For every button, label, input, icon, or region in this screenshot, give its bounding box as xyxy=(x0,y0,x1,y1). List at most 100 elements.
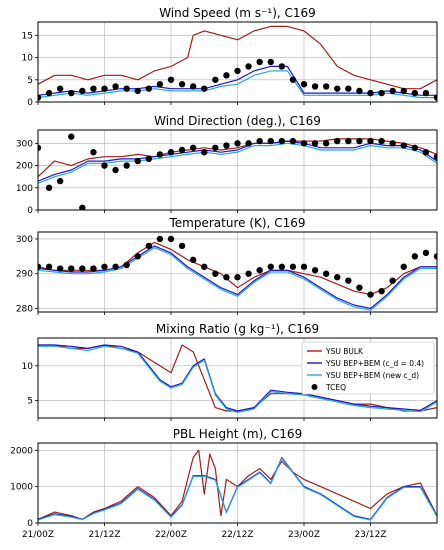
tceq-point xyxy=(245,140,252,147)
legend-label: YSU BULK xyxy=(325,347,364,356)
series-group xyxy=(38,25,437,101)
tceq-point xyxy=(189,83,197,90)
tceq-point xyxy=(422,149,430,156)
y-tick-label: 1000 xyxy=(10,483,33,493)
series-line xyxy=(38,345,437,413)
tceq-point xyxy=(201,149,208,156)
tceq-point xyxy=(378,137,385,145)
legend-box xyxy=(301,341,435,395)
tceq-point xyxy=(289,76,297,83)
series-line xyxy=(38,344,437,412)
series-group xyxy=(38,449,437,521)
tceq-point xyxy=(223,142,230,149)
tceq-point xyxy=(234,67,241,75)
panel-title: Temperature (K), C169 xyxy=(169,216,306,230)
tceq-point xyxy=(256,267,263,274)
tceq-point xyxy=(400,142,407,149)
tceq-point xyxy=(90,85,97,92)
tceq-point xyxy=(256,137,263,145)
tceq-point xyxy=(311,83,319,90)
tceq-point xyxy=(134,87,141,95)
tceq-point xyxy=(112,263,119,270)
tceq-point xyxy=(433,94,437,101)
tceq-point xyxy=(278,263,286,270)
tceq-point xyxy=(334,85,341,92)
tceq-point xyxy=(45,89,53,97)
y-tick-label: 0 xyxy=(27,519,33,529)
panel-title: Wind Direction (deg.), C169 xyxy=(154,114,321,128)
series-line xyxy=(38,344,437,412)
panel-3: 280 290 300 Temperature (K), C169 xyxy=(16,216,438,315)
tceq-point xyxy=(311,267,319,274)
tceq-point xyxy=(300,140,308,147)
legend-marker xyxy=(311,384,318,390)
legend-label: TCEQ xyxy=(325,383,346,392)
tceq-point xyxy=(245,63,252,70)
tceq-point xyxy=(267,263,274,270)
tceq-point xyxy=(201,263,208,270)
tceq-point xyxy=(178,146,186,154)
tceq-point xyxy=(245,270,252,277)
y-tick-label: 15 xyxy=(22,31,33,41)
series-line xyxy=(38,247,437,311)
tceq-point xyxy=(112,166,119,174)
tceq-point xyxy=(145,85,153,92)
tceq-point xyxy=(212,76,219,83)
tceq-point xyxy=(167,235,175,243)
tceq-point xyxy=(322,140,330,147)
tceq-point xyxy=(322,270,330,277)
tceq-point xyxy=(367,89,374,97)
tceq-point xyxy=(45,184,53,191)
tceq-point xyxy=(145,242,153,250)
tceq-point xyxy=(123,261,130,269)
series-line xyxy=(38,449,437,521)
tceq-point xyxy=(38,144,42,151)
tceq-point xyxy=(433,153,437,160)
tceq-point xyxy=(256,58,263,66)
x-tick-label: 23/00Z xyxy=(288,530,320,540)
legend: YSU BULK YSU BEP+BEM (c_d = 0.4) YSU BEP+B… xyxy=(301,341,435,395)
tceq-point xyxy=(134,253,141,260)
series-group xyxy=(38,344,437,413)
tceq-point xyxy=(189,256,197,264)
tceq-point xyxy=(56,85,64,92)
tceq-point xyxy=(345,137,352,145)
tceq-point xyxy=(189,144,197,151)
tceq-point xyxy=(278,137,286,145)
y-tick-label: 300 xyxy=(16,139,33,149)
tceq-point xyxy=(311,140,319,147)
tceq-point xyxy=(112,83,119,90)
tceq-point xyxy=(300,81,308,88)
tceq-point xyxy=(212,270,219,277)
tceq-point xyxy=(201,85,208,92)
tceq-point xyxy=(356,284,363,291)
panel-2: 0 100 200 300 Wind Direction (deg.), C169 xyxy=(16,114,438,216)
tceq-point xyxy=(322,83,330,90)
series-line xyxy=(38,457,437,521)
tceq-point xyxy=(378,89,385,97)
tceq-point xyxy=(422,249,430,257)
panel-1: 0 5 10 15 Wind Speed (m s⁻¹), C169 xyxy=(22,6,438,108)
tceq-point xyxy=(411,89,419,97)
x-tick-label: 21/00Z xyxy=(22,530,54,540)
y-tick-label: 10 xyxy=(22,54,34,64)
y-tick-label: 280 xyxy=(16,305,33,315)
tceq-point xyxy=(167,149,175,156)
tceq-point xyxy=(123,85,130,92)
tceq-point xyxy=(433,253,437,260)
tceq-point xyxy=(101,85,108,92)
y-tick-label: 0 xyxy=(27,98,33,108)
series-group xyxy=(38,133,437,210)
tceq-point xyxy=(156,235,164,243)
tceq-point xyxy=(389,87,396,95)
tceq-point xyxy=(178,242,186,250)
tceq-point xyxy=(367,291,374,298)
tceq-point xyxy=(167,76,175,83)
y-tick-label: 0 xyxy=(27,206,33,216)
tceq-point xyxy=(345,277,352,284)
tceq-point xyxy=(289,263,297,270)
tceq-point xyxy=(56,177,64,185)
tceq-point xyxy=(356,87,363,95)
y-tick-label: 290 xyxy=(16,270,33,280)
